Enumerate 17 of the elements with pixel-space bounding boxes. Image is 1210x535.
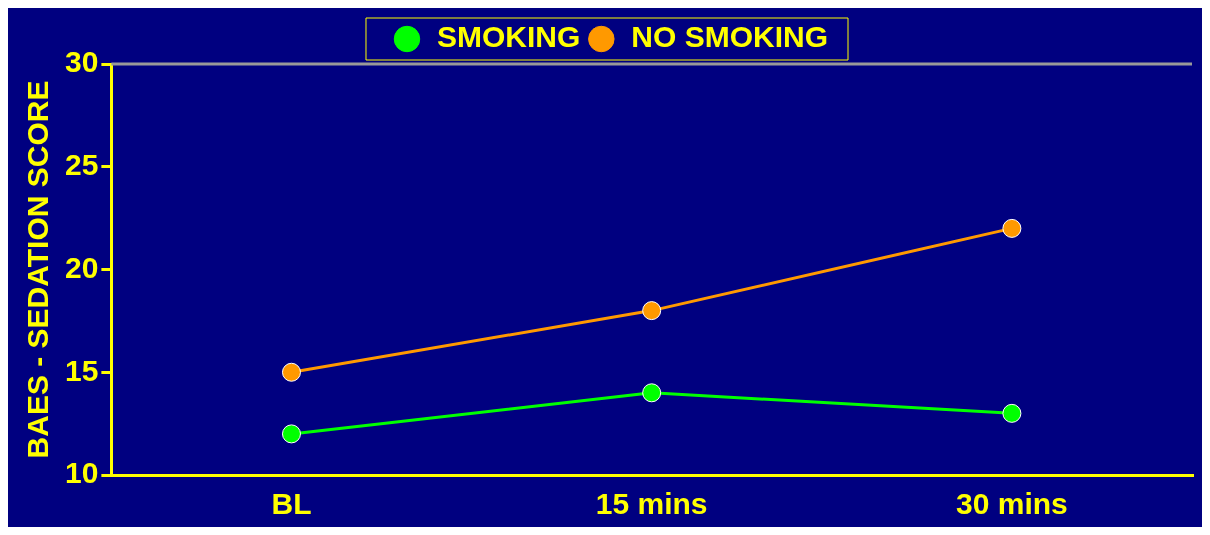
y-tick-label: 20 xyxy=(64,250,99,284)
point xyxy=(1002,403,1022,423)
y-axis-title: BAES - SEDATION SCORE xyxy=(21,80,55,459)
x-tick-label: BL xyxy=(271,487,312,521)
x-tick-label: 15 mins xyxy=(595,487,708,521)
x-tick-label: 30 mins xyxy=(956,487,1068,521)
y-tick-label: 25 xyxy=(64,148,99,182)
legend-label: SMOKING xyxy=(437,20,581,54)
point xyxy=(281,362,301,382)
y-tick-label: 30 xyxy=(64,45,99,79)
point xyxy=(642,383,662,403)
point xyxy=(281,424,301,444)
point xyxy=(642,301,662,321)
y-tick-label: 10 xyxy=(64,456,99,490)
legend-label: NO SMOKING xyxy=(631,20,828,54)
y-tick-label: 15 xyxy=(64,353,99,387)
point xyxy=(1002,218,1022,238)
